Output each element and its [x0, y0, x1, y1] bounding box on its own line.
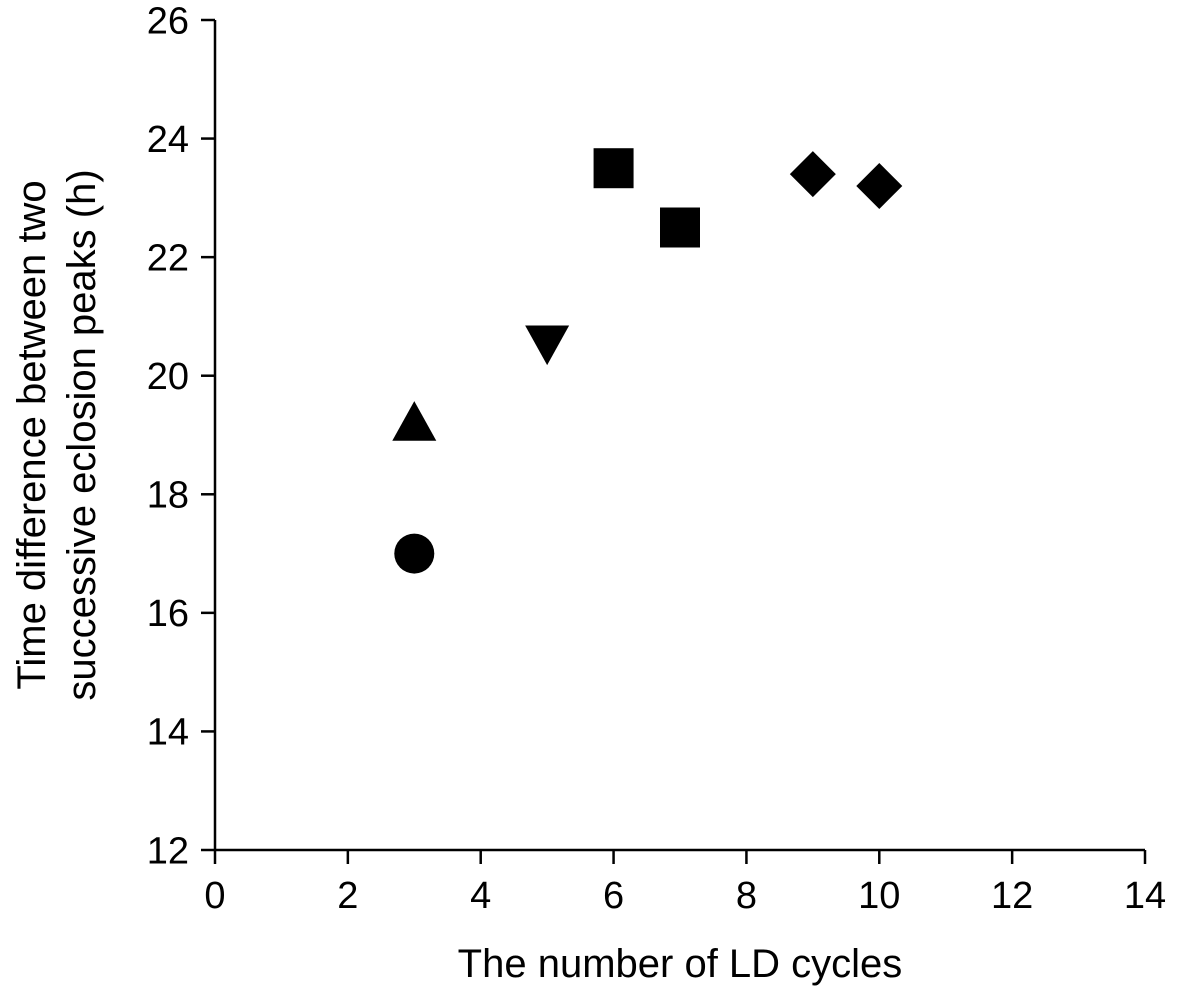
- data-point: [392, 401, 436, 441]
- y-tick-label: 20: [147, 356, 189, 398]
- y-tick-label: 18: [147, 475, 189, 517]
- scatter-chart: 024681012141214161820222426The number of…: [0, 0, 1181, 994]
- y-tick-label: 26: [147, 0, 189, 42]
- x-tick-label: 2: [337, 875, 358, 917]
- y-tick-label: 12: [147, 830, 189, 872]
- x-tick-label: 12: [991, 875, 1033, 917]
- x-tick-label: 6: [603, 875, 624, 917]
- x-tick-label: 4: [470, 875, 491, 917]
- data-point: [856, 163, 902, 209]
- data-point: [790, 151, 836, 197]
- x-tick-label: 10: [858, 875, 900, 917]
- y-tick-label: 14: [147, 712, 189, 754]
- data-point: [394, 534, 434, 574]
- x-tick-label: 8: [736, 875, 757, 917]
- data-point: [525, 326, 569, 366]
- y-tick-label: 16: [147, 593, 189, 635]
- chart-container: 024681012141214161820222426The number of…: [0, 0, 1181, 994]
- x-tick-label: 14: [1124, 875, 1166, 917]
- data-point: [660, 208, 700, 248]
- x-tick-label: 0: [204, 875, 225, 917]
- y-axis-label-line2: successive eclosion peaks (h): [60, 169, 104, 700]
- y-tick-label: 22: [147, 237, 189, 279]
- y-axis-label-line1: Time difference between two: [10, 180, 54, 689]
- x-axis-label: The number of LD cycles: [458, 942, 903, 986]
- data-point: [594, 148, 634, 188]
- y-tick-label: 24: [147, 119, 189, 161]
